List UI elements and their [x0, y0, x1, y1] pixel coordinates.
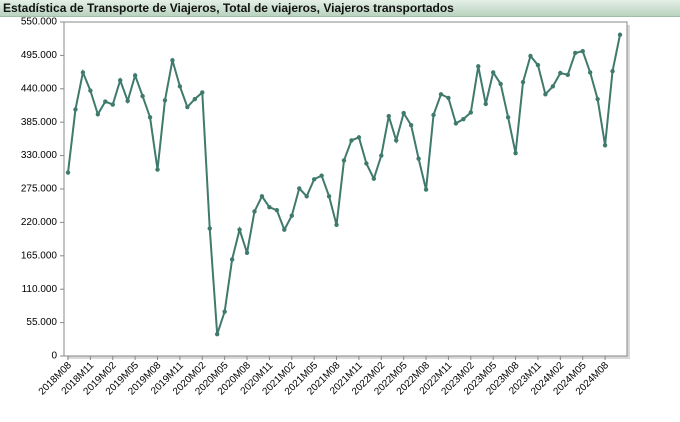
data-point — [95, 112, 101, 117]
y-tick-label: 0 — [51, 351, 57, 362]
plot-area — [63, 21, 628, 357]
data-point — [207, 226, 212, 231]
data-point — [617, 32, 623, 37]
data-point — [177, 84, 183, 89]
data-point — [408, 123, 414, 128]
data-point — [170, 58, 175, 63]
data-point — [587, 70, 593, 75]
data-point — [356, 135, 362, 140]
data-point — [468, 110, 474, 115]
data-point — [416, 156, 421, 161]
data-point — [461, 116, 466, 122]
data-point — [602, 143, 608, 148]
data-point — [88, 88, 93, 93]
data-point — [364, 161, 369, 166]
data-point — [311, 177, 317, 182]
data-point — [573, 50, 578, 56]
data-point — [326, 194, 332, 199]
data-point — [528, 53, 533, 59]
data-point — [65, 170, 71, 175]
data-point — [513, 150, 518, 156]
data-point — [140, 93, 145, 99]
data-point — [386, 113, 391, 119]
data-point — [252, 209, 257, 214]
y-tick-label: 440.000 — [21, 83, 58, 94]
data-point — [132, 73, 138, 78]
title-bar: Estadística de Transporte de Viajeros, T… — [0, 0, 680, 17]
y-tick-label: 385.000 — [21, 117, 58, 128]
data-point — [423, 187, 429, 192]
data-point — [214, 331, 220, 337]
data-point — [267, 205, 272, 210]
data-point — [580, 48, 585, 54]
data-point — [289, 213, 294, 218]
y-tick-label: 550.000 — [21, 17, 58, 28]
data-point — [185, 104, 190, 110]
data-point — [438, 92, 444, 97]
y-tick-label: 330.000 — [21, 150, 58, 161]
data-point — [244, 250, 250, 255]
data-point — [341, 158, 347, 163]
data-point — [304, 194, 309, 199]
data-point — [229, 257, 235, 262]
data-point — [490, 70, 496, 75]
data-point — [103, 99, 108, 104]
data-point — [162, 98, 168, 103]
data-point — [110, 102, 115, 107]
y-tick-label: 495.000 — [21, 50, 58, 61]
data-point — [550, 84, 556, 89]
y-tick-label: 110.000 — [22, 284, 58, 295]
data-point — [200, 90, 205, 95]
chart-title: Estadística de Transporte de Viajeros, T… — [3, 1, 454, 15]
data-point — [73, 107, 78, 112]
data-point — [80, 70, 86, 75]
data-point — [498, 81, 503, 87]
data-point — [543, 92, 548, 97]
data-point — [155, 167, 160, 172]
data-point — [401, 110, 406, 116]
data-point — [222, 309, 227, 314]
y-tick-label: 220.000 — [21, 217, 58, 228]
data-point — [125, 98, 130, 104]
data-point — [520, 79, 526, 85]
data-point — [349, 138, 354, 143]
data-point — [535, 62, 541, 68]
data-point — [446, 95, 451, 101]
data-point — [431, 112, 436, 118]
data-point — [610, 68, 615, 74]
data-point — [192, 96, 198, 102]
y-tick-label: 55.000 — [26, 317, 57, 328]
data-point — [371, 176, 377, 181]
data-point — [595, 96, 600, 102]
y-tick-label: 275.000 — [21, 184, 58, 195]
data-point — [453, 121, 459, 126]
y-tick-label: 165.000 — [21, 250, 58, 261]
data-point — [259, 194, 265, 199]
data-point — [394, 138, 399, 143]
data-point — [558, 70, 563, 76]
data-point — [505, 115, 511, 120]
data-point — [319, 173, 324, 178]
data-point — [274, 208, 280, 213]
data-point — [282, 227, 287, 232]
data-point — [237, 227, 242, 232]
data-point — [379, 153, 384, 158]
data-point — [483, 101, 488, 107]
data-point — [565, 72, 570, 78]
data-point — [297, 186, 302, 191]
data-point — [147, 115, 153, 120]
data-point — [118, 78, 123, 83]
data-point — [476, 64, 481, 69]
data-point — [334, 222, 339, 228]
